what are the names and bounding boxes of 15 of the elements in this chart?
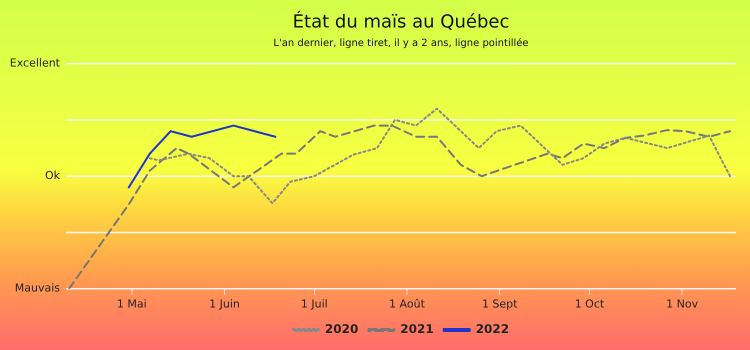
legend-label: 2021: [400, 322, 434, 336]
x-tick-label: 1 Août: [389, 297, 426, 310]
x-tick-label: 1 Oct: [574, 297, 605, 310]
legend-label: 2022: [476, 322, 510, 336]
x-tick-label: 1 Juil: [300, 297, 328, 310]
x-tick-label: 1 Juin: [209, 297, 240, 310]
ref-line-label: Excellent: [10, 56, 61, 70]
legend-label: 2020: [324, 322, 358, 336]
chart-subtitle: L'an dernier, ligne tiret, il y a 2 ans, ligne pointillée: [273, 38, 529, 50]
x-tick-label: 1 Nov: [666, 297, 699, 310]
x-tick-label: 1 Sept: [482, 297, 518, 310]
ref-line-label: Mauvais: [14, 282, 60, 295]
ref-line-label: Ok: [44, 169, 61, 182]
x-tick-label: 1 Mai: [116, 297, 147, 310]
chart-title: État du maïs au Québec: [292, 10, 510, 32]
